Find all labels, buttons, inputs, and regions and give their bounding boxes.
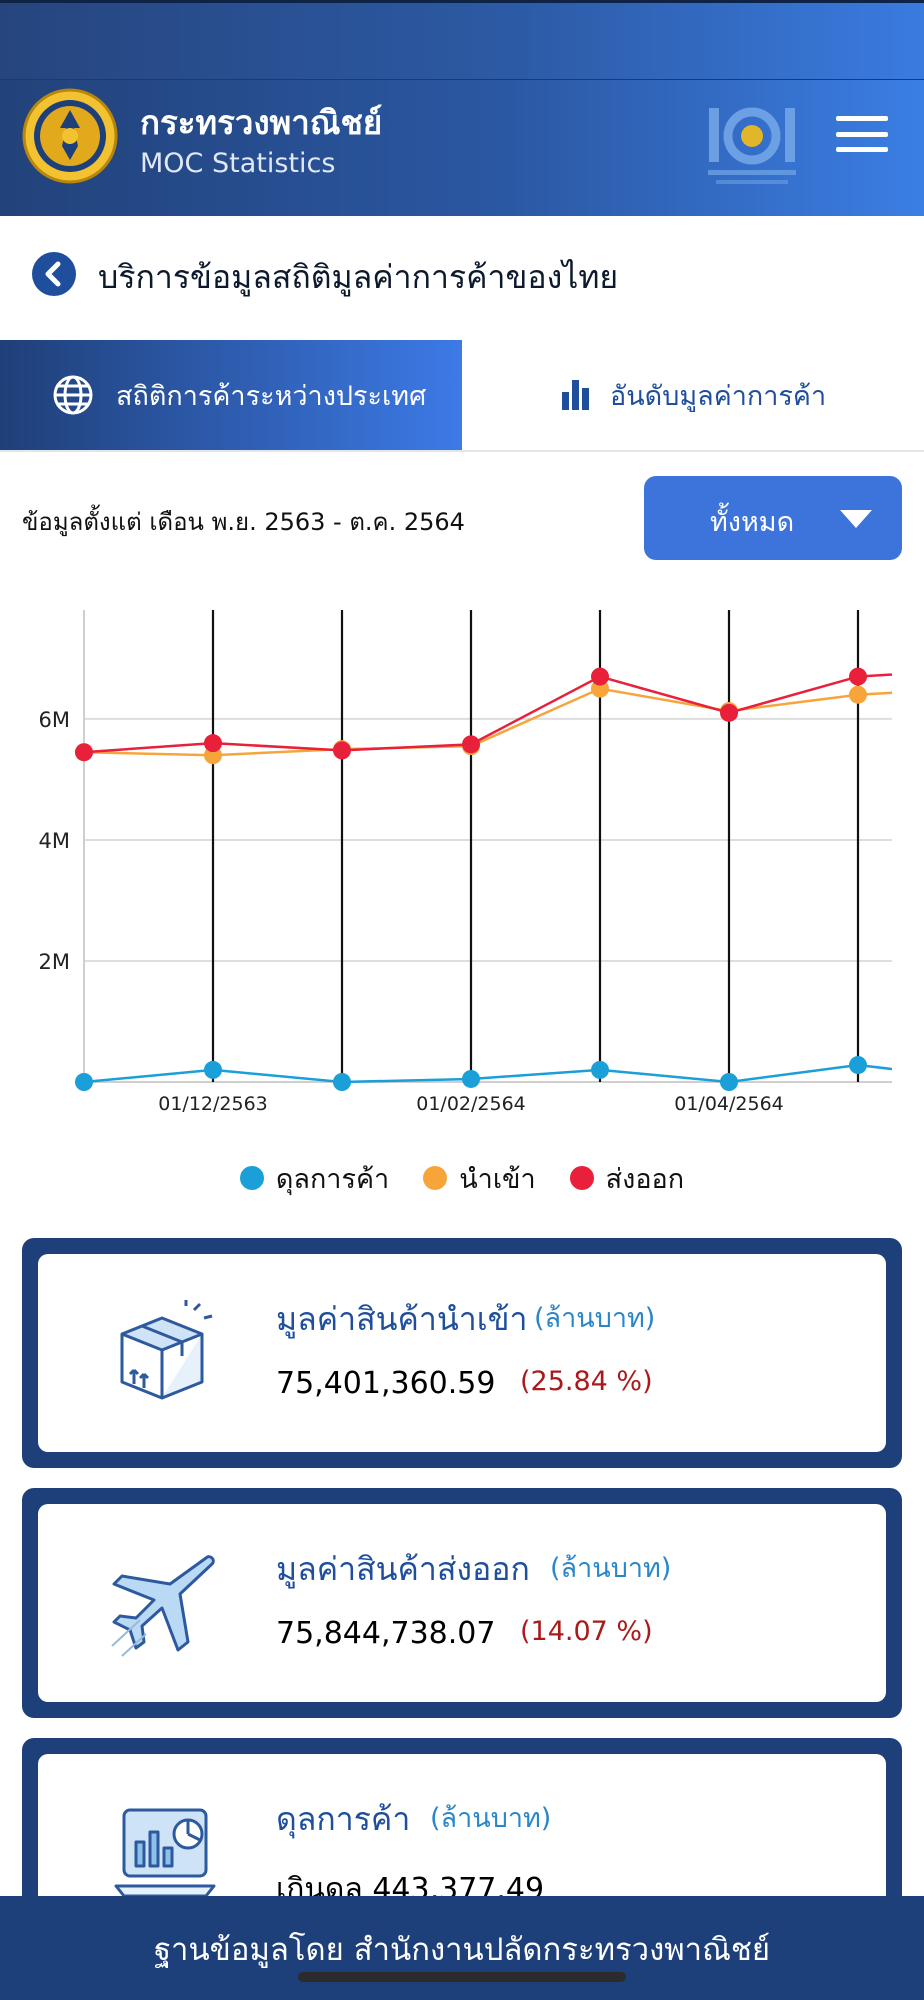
ministry-logo: [22, 88, 118, 184]
footer-source-text: ฐานข้อมูลโดย สำนักงานปลัดกระทรวงพาณิชย์: [153, 1932, 771, 1968]
data-point: [849, 685, 867, 704]
trade-line-chart: 2M 4M 6M 01/12/2563 01/02/2564 01/04/2564: [39, 610, 893, 1115]
page-title: บริการข้อมูลสถิติมูลค่าการค้าของไทย: [98, 258, 619, 296]
card-value: 75,844,738.07: [276, 1616, 496, 1651]
dropdown-value: ทั้งหมด: [710, 507, 795, 538]
data-point: [720, 703, 738, 722]
menu-line: [836, 131, 888, 137]
data-point: [591, 1060, 609, 1079]
menu-line: [836, 116, 888, 121]
card-change-percent: (25.84 %): [520, 1366, 653, 1397]
caret-down-icon: [840, 510, 872, 528]
x-tick-label: 01/02/2564: [416, 1093, 526, 1115]
tab-label: สถิติการค้าระหว่างประเทศ: [116, 380, 427, 412]
tab-trade-ranking[interactable]: อันดับมูลค่าการค้า: [462, 340, 924, 450]
data-point: [333, 1073, 351, 1091]
home-indicator: [298, 1972, 626, 1982]
card-body: มูลค่าสินค้าส่งออก (ล้านบาท) 75,844,738.…: [38, 1504, 886, 1702]
chevron-left-icon: [45, 261, 61, 287]
category-dropdown[interactable]: ทั้งหมด: [644, 476, 902, 560]
card-unit: (ล้านบาท): [534, 1303, 656, 1334]
filter-row: ข้อมูลตั้งแต่ เดือน พ.ย. 2563 - ต.ค. 256…: [0, 474, 924, 566]
card-body: มูลค่าสินค้านำเข้า (ล้านบาท) 75,401,360.…: [38, 1254, 886, 1452]
data-point: [462, 1069, 480, 1088]
data-point: [204, 734, 222, 753]
legend-dot: [239, 1166, 264, 1190]
y-tick-label: 6M: [39, 708, 70, 732]
status-bar: [0, 0, 924, 80]
series-line: [83, 1063, 893, 1084]
export-value-card[interactable]: มูลค่าสินค้าส่งออก (ล้านบาท) 75,844,738.…: [22, 1488, 902, 1718]
legend-item[interactable]: ส่งออก: [569, 1156, 685, 1200]
x-tick-label: 01/04/2564: [674, 1093, 784, 1115]
card-title: ดุลการค้า: [276, 1800, 411, 1838]
data-point: [591, 667, 609, 686]
globe-icon: [53, 375, 93, 415]
menu-line: [836, 147, 888, 152]
report-chart-icon: [114, 1808, 216, 1898]
data-point: [720, 1073, 738, 1091]
card-change-percent: (14.07 %): [520, 1616, 653, 1647]
y-tick-label: 2M: [39, 950, 70, 974]
tab-international-trade[interactable]: สถิติการค้าระหว่างประเทศ: [0, 340, 462, 450]
data-point: [849, 667, 867, 686]
bar-chart-icon: [562, 380, 589, 410]
moc-101-logo: [708, 107, 796, 184]
legend-item[interactable]: ดุลการค้า: [239, 1156, 390, 1200]
date-range-label: ข้อมูลตั้งแต่ เดือน พ.ย. 2563 - ต.ค. 256…: [22, 508, 465, 536]
data-point: [75, 743, 93, 762]
series-line: [83, 673, 893, 754]
app-title: กระทรวงพาณิชย์: [140, 103, 383, 142]
legend-item[interactable]: นำเข้า: [423, 1156, 536, 1200]
app-header: กระทรวงพาณิชย์ MOC Statistics: [0, 80, 924, 216]
legend-label: นำเข้า: [459, 1163, 536, 1195]
import-box-icon: [120, 1300, 213, 1400]
app-subtitle: MOC Statistics: [140, 148, 336, 179]
card-unit: (ล้านบาท): [550, 1553, 672, 1584]
back-button[interactable]: [32, 252, 76, 296]
legend-label: ส่งออก: [605, 1163, 685, 1195]
airplane-icon: [111, 1555, 215, 1657]
hamburger-menu-button[interactable]: [832, 110, 892, 158]
legend-dot: [423, 1166, 448, 1190]
data-point: [333, 741, 351, 760]
card-title: มูลค่าสินค้านำเข้า: [276, 1300, 528, 1338]
y-tick-label: 4M: [39, 829, 70, 853]
x-tick-label: 01/12/2563: [158, 1093, 268, 1115]
series-line: [83, 687, 893, 757]
import-value-card[interactable]: มูลค่าสินค้านำเข้า (ล้านบาท) 75,401,360.…: [22, 1238, 902, 1468]
data-point: [204, 1060, 222, 1079]
footer-bar: ฐานข้อมูลโดย สำนักงานปลัดกระทรวงพาณิชย์: [0, 1896, 924, 2000]
card-unit: (ล้านบาท): [430, 1803, 552, 1834]
data-point: [849, 1056, 867, 1075]
data-point: [462, 735, 480, 754]
chart-legend: ดุลการค้า นำเข้า ส่งออก: [0, 1156, 924, 1200]
page-title-row: บริการข้อมูลสถิติมูลค่าการค้าของไทย: [0, 216, 924, 340]
tab-label: อันดับมูลค่าการค้า: [610, 380, 827, 412]
tab-bar: สถิติการค้าระหว่างประเทศ อันดับมูลค่าการ…: [0, 340, 924, 452]
legend-label: ดุลการค้า: [275, 1163, 390, 1195]
legend-dot: [569, 1166, 594, 1190]
card-value: 75,401,360.59: [276, 1366, 496, 1401]
data-point: [75, 1073, 93, 1091]
card-title: มูลค่าสินค้าส่งออก: [276, 1550, 530, 1588]
